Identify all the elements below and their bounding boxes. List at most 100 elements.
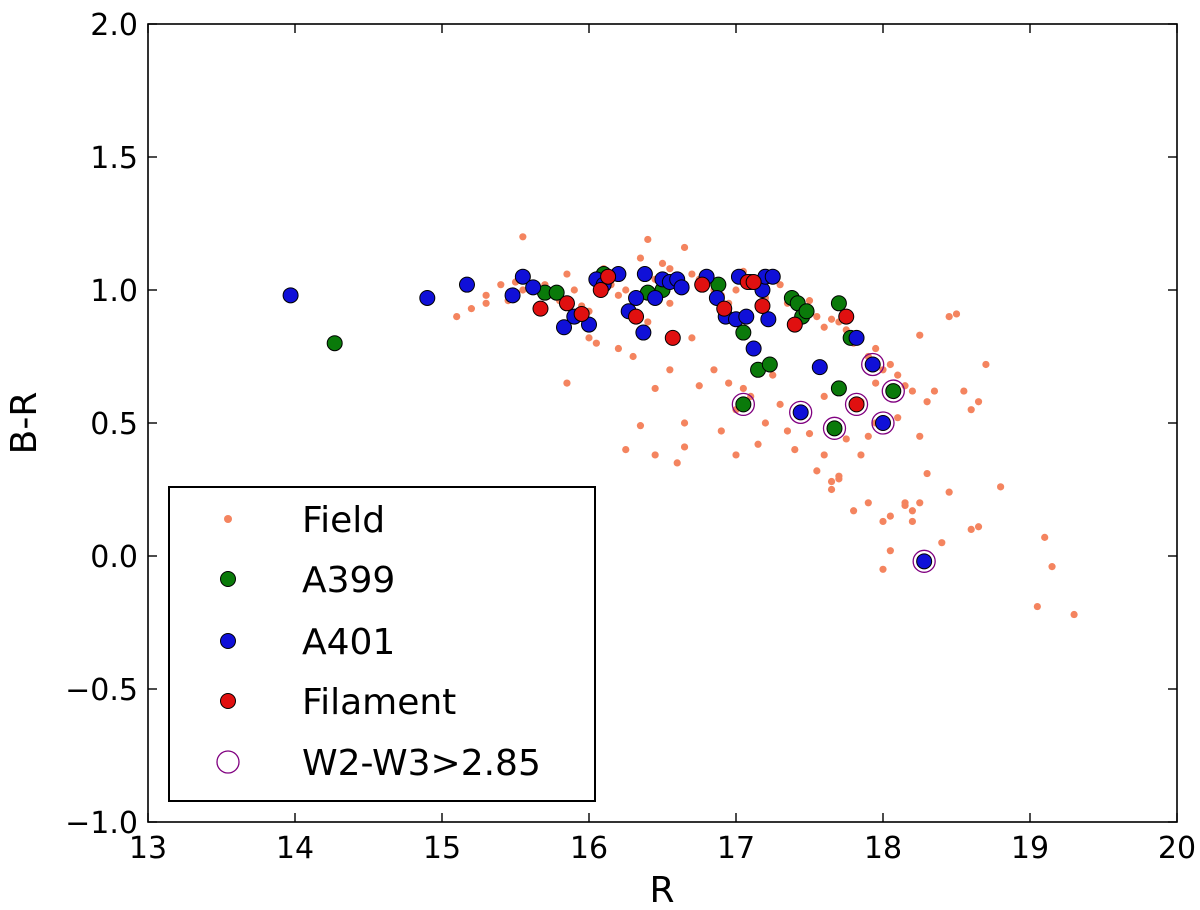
field-point bbox=[739, 384, 747, 393]
field-point bbox=[636, 422, 645, 430]
filament-point bbox=[592, 282, 609, 298]
field-point bbox=[695, 382, 703, 390]
w2-w3-2-85-point bbox=[861, 352, 885, 377]
field-point bbox=[680, 243, 689, 252]
field-point bbox=[842, 435, 850, 443]
field-point bbox=[967, 525, 975, 534]
a401-point bbox=[745, 340, 762, 357]
x-tick-label: 19 bbox=[1011, 831, 1049, 866]
x-tick-label: 13 bbox=[129, 831, 167, 866]
y-tick-label: 0.0 bbox=[90, 540, 138, 575]
y-tick-label: 1.5 bbox=[90, 141, 138, 176]
field-point bbox=[938, 539, 946, 547]
field-point bbox=[886, 512, 894, 520]
legend-label-filament: Filament bbox=[302, 682, 456, 723]
field-point bbox=[813, 313, 821, 321]
field-point bbox=[1033, 602, 1041, 611]
a401-point bbox=[916, 553, 933, 570]
a401-point bbox=[636, 266, 653, 283]
field-point bbox=[622, 446, 630, 454]
a399-point bbox=[735, 324, 752, 341]
field-point bbox=[636, 254, 645, 262]
w2-w3-2-85-point bbox=[844, 392, 869, 417]
a401-point bbox=[419, 289, 436, 306]
a399-point bbox=[798, 303, 815, 320]
field-point bbox=[783, 427, 792, 435]
filament-point bbox=[600, 268, 617, 285]
w2w3-series bbox=[731, 352, 936, 573]
a399-point bbox=[548, 284, 565, 301]
field-point bbox=[974, 398, 983, 406]
a401-point bbox=[792, 404, 809, 421]
a401-point bbox=[760, 311, 777, 328]
filament-point bbox=[754, 297, 771, 314]
field-point bbox=[820, 323, 828, 331]
field-point bbox=[930, 387, 939, 395]
field-point bbox=[952, 310, 961, 318]
legend-marker-a401 bbox=[220, 633, 236, 649]
a399-point bbox=[735, 396, 752, 413]
a399-point bbox=[830, 380, 847, 397]
w2-w3-2-85-point bbox=[912, 549, 936, 573]
field-point bbox=[850, 507, 858, 515]
field-point bbox=[519, 233, 527, 241]
field-point bbox=[1070, 610, 1078, 619]
legend-label-a399: A399 bbox=[302, 560, 395, 601]
field-point bbox=[820, 451, 828, 459]
field-point bbox=[725, 379, 733, 387]
field-point bbox=[519, 286, 527, 294]
field-point bbox=[717, 427, 725, 435]
field-point bbox=[651, 384, 659, 393]
field-point bbox=[923, 469, 931, 478]
field-point bbox=[945, 313, 953, 321]
a401-point bbox=[556, 319, 573, 336]
legend-marker-a399 bbox=[220, 571, 236, 587]
w2-w3-2-85-point bbox=[789, 400, 813, 425]
field-point bbox=[960, 387, 968, 395]
filament-point bbox=[838, 308, 855, 325]
field-point bbox=[916, 432, 924, 440]
field-point bbox=[754, 440, 762, 448]
field-point bbox=[945, 488, 953, 496]
field-point bbox=[732, 451, 740, 459]
legend: Field A399 A401 Filament W2-W3>2.85 bbox=[168, 486, 596, 802]
field-point bbox=[886, 360, 894, 369]
field-point bbox=[585, 334, 593, 342]
w2-w3-2-85-point bbox=[881, 379, 905, 403]
a401-point bbox=[875, 415, 891, 431]
y-tick-label: 2.0 bbox=[90, 8, 138, 43]
filament-point bbox=[786, 316, 803, 333]
field-point bbox=[666, 366, 674, 374]
field-point bbox=[908, 517, 917, 526]
a401-point bbox=[673, 279, 690, 296]
field-point bbox=[482, 291, 490, 299]
field-point bbox=[872, 344, 880, 353]
a401-point bbox=[635, 324, 652, 341]
field-point bbox=[872, 379, 880, 387]
field-point bbox=[879, 565, 887, 573]
field-point bbox=[791, 446, 799, 454]
field-point bbox=[805, 430, 814, 438]
field-point bbox=[666, 299, 674, 307]
field-point bbox=[614, 291, 623, 299]
y-tick-label: 0.5 bbox=[90, 407, 138, 442]
w2-w3-2-85-point bbox=[871, 411, 895, 435]
field-point bbox=[563, 379, 571, 387]
field-point bbox=[688, 334, 696, 342]
a401-point bbox=[864, 356, 881, 373]
legend-marker-field bbox=[224, 515, 232, 523]
field-point bbox=[864, 432, 872, 440]
field-series bbox=[453, 233, 1078, 619]
a399-point bbox=[885, 383, 902, 400]
filament-point bbox=[573, 305, 590, 322]
field-point bbox=[827, 477, 836, 486]
a399-point bbox=[830, 295, 847, 312]
a401-point bbox=[738, 308, 755, 325]
w2-w3-2-85-point bbox=[731, 392, 755, 417]
axis-ticks bbox=[147, 23, 1178, 823]
field-point bbox=[967, 406, 975, 414]
field-point bbox=[467, 305, 475, 313]
filament-point bbox=[532, 300, 549, 317]
field-point bbox=[614, 344, 623, 353]
